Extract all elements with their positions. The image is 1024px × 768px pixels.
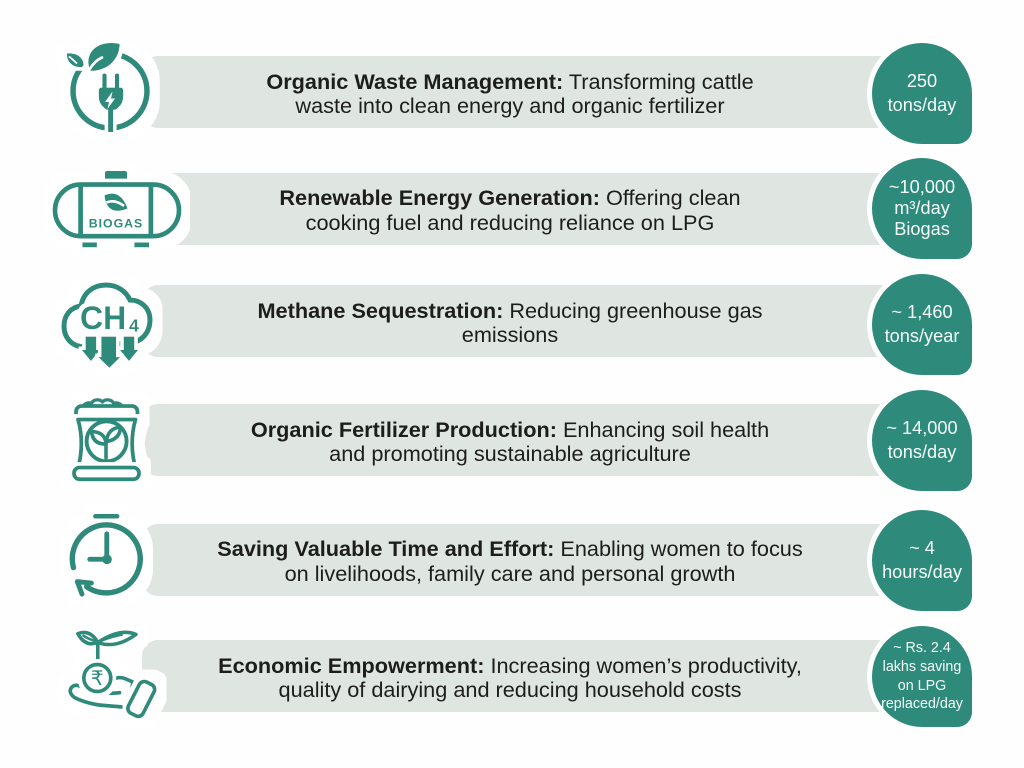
- svg-text:4: 4: [129, 315, 139, 335]
- svg-text:BIOGAS: BIOGAS: [89, 217, 144, 231]
- svg-text:₹: ₹: [91, 668, 104, 690]
- svg-text:CH: CH: [80, 300, 126, 336]
